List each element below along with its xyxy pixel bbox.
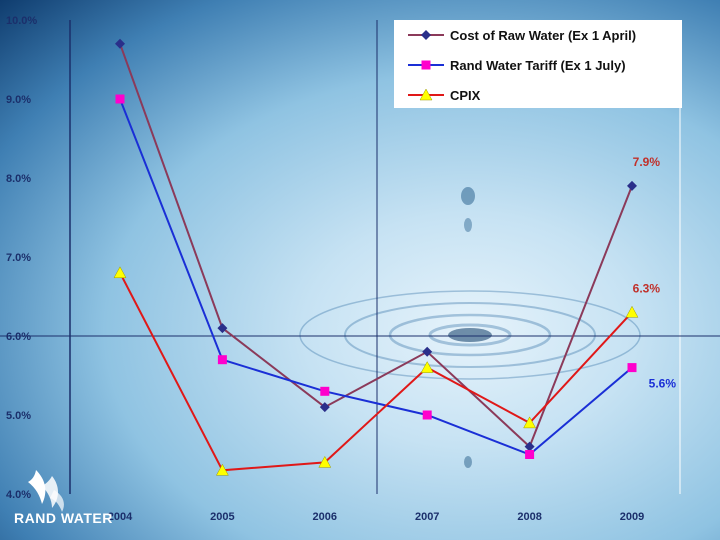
y-tick-label: 8.0% (6, 173, 31, 185)
data-point-square (320, 386, 330, 396)
data-point-triangle (420, 361, 434, 373)
data-point-triangle (625, 305, 639, 318)
y-tick-label: 10.0% (6, 15, 37, 27)
series-line (119, 98, 633, 456)
y-tick-label: 9.0% (6, 94, 31, 106)
rand-water-logo (28, 470, 64, 512)
series-2 (113, 266, 639, 476)
y-tick-label: 7.0% (6, 252, 31, 264)
data-point-triangle (419, 88, 433, 101)
data-point-square (217, 355, 227, 365)
y-tick-label: 4.0% (6, 489, 31, 501)
series-layer (113, 38, 639, 476)
annotations: 7.9% 6.3% 5.6% (633, 155, 677, 391)
y-axis-ticks: 10.0% 9.0% 8.0% 7.0% 6.0% 5.0% 4.0% (6, 15, 37, 501)
data-label: 6.3% (633, 281, 661, 295)
data-point-diamond (524, 441, 535, 452)
data-point-square (525, 450, 535, 459)
data-point-triangle (113, 266, 127, 279)
data-point-triangle (215, 463, 229, 476)
data-point-triangle (523, 416, 537, 429)
legend-label: Rand Water Tariff (Ex 1 July) (450, 58, 626, 73)
data-point-square (421, 60, 431, 70)
logo-text: RAND WATER (14, 510, 113, 526)
data-label: 7.9% (633, 155, 661, 169)
series-line (119, 272, 633, 472)
data-point-square (627, 363, 637, 373)
data-point-square (422, 410, 432, 420)
data-point-diamond (319, 402, 330, 413)
data-point-square (115, 94, 125, 104)
legend-label: CPIX (450, 88, 481, 103)
legend-item: Cost of Raw Water (Ex 1 April) (408, 28, 636, 43)
data-point-diamond (217, 323, 228, 334)
data-point-diamond (115, 38, 125, 49)
x-axis-ticks: 2004 2005 2006 2007 2008 2009 (108, 511, 644, 523)
x-tick-label: 2006 (313, 511, 337, 523)
legend-label: Cost of Raw Water (Ex 1 April) (450, 28, 636, 43)
data-label: 5.6% (649, 377, 677, 391)
x-tick-label: 2009 (620, 511, 644, 523)
series-1 (115, 94, 637, 459)
y-tick-label: 5.0% (6, 410, 31, 422)
data-point-diamond (421, 30, 431, 40)
x-tick-label: 2005 (210, 511, 234, 523)
x-tick-label: 2004 (108, 511, 133, 523)
x-tick-label: 2007 (415, 511, 439, 523)
data-point-diamond (422, 346, 433, 357)
y-tick-label: 6.0% (6, 331, 31, 343)
legend-item: CPIX (408, 88, 481, 103)
legend-item: Rand Water Tariff (Ex 1 July) (408, 58, 626, 73)
data-point-diamond (627, 180, 637, 191)
x-tick-label: 2008 (517, 511, 541, 523)
data-point-triangle (318, 455, 332, 468)
legend: Cost of Raw Water (Ex 1 April) Rand Water… (394, 20, 682, 108)
